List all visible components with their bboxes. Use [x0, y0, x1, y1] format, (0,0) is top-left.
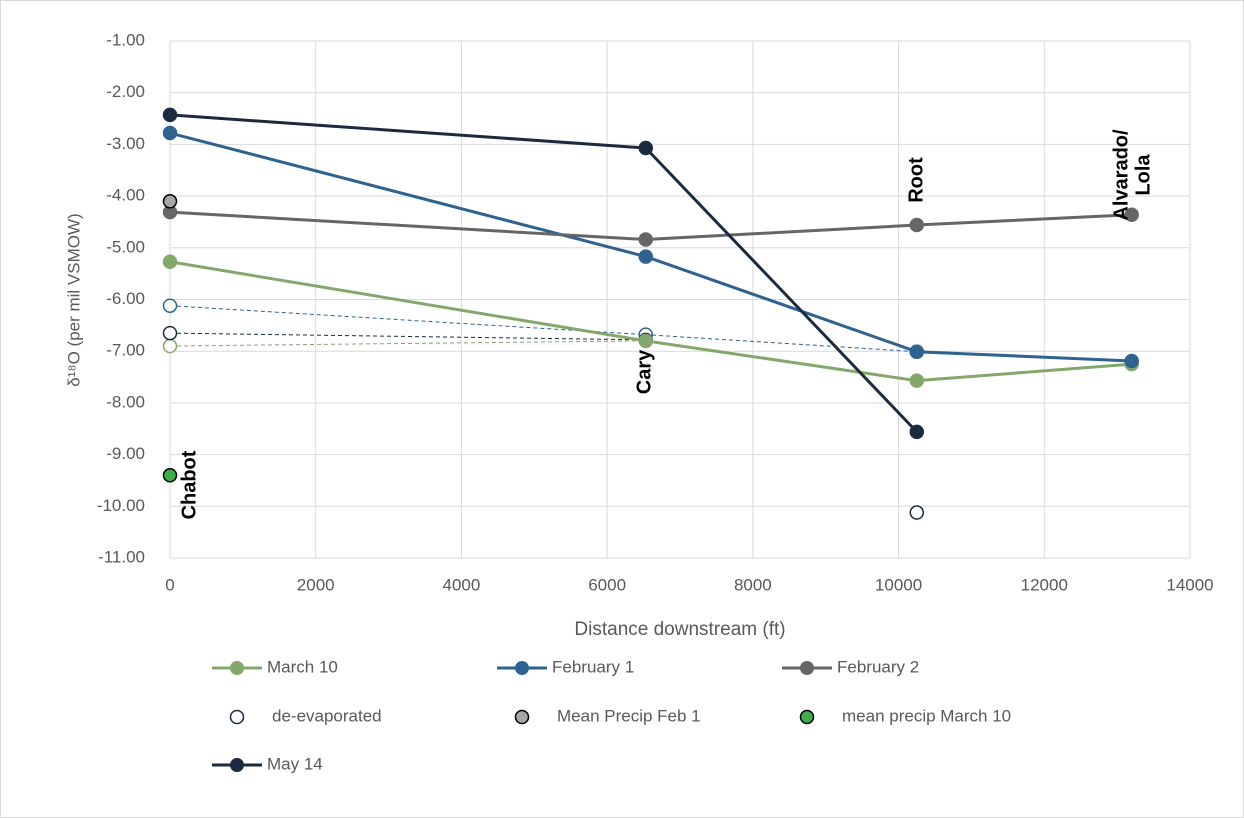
y-tick-label: -7.00: [106, 341, 145, 360]
series-marker: [638, 232, 654, 247]
x-tick-label: 4000: [443, 575, 481, 594]
legend-label: February 1: [552, 657, 634, 676]
y-tick-label: -4.00: [106, 186, 145, 205]
annotation: Alvarado/: [1110, 129, 1132, 221]
series-line: [169, 260, 1132, 383]
series-marker: [1124, 207, 1139, 222]
annotation: Lola: [1132, 154, 1154, 196]
legend-marker: [229, 709, 245, 725]
open-marker: [162, 338, 178, 354]
y-tick-label: -10.00: [97, 496, 145, 515]
x-tick-label: 8000: [734, 575, 772, 594]
series-line: [169, 210, 1132, 242]
x-tick-label: 14000: [1166, 575, 1213, 594]
x-axis-label: Distance downstream (ft): [574, 619, 785, 640]
series-line: [169, 332, 646, 341]
annotation: Chabot: [178, 450, 200, 519]
y-tick-label: -2.00: [106, 82, 145, 101]
x-tick-label: 12000: [1021, 575, 1068, 594]
x-tick-label: 10000: [875, 575, 922, 594]
open-marker: [909, 505, 925, 520]
legend-marker: [799, 709, 815, 725]
series-marker: [909, 424, 925, 440]
series-marker: [909, 217, 925, 233]
legend-marker: [230, 758, 244, 772]
series-marker: [162, 107, 178, 123]
y-tick-label: -11.00: [98, 547, 145, 566]
y-tick-label: -5.00: [106, 237, 145, 256]
y-tick-label: -9.00: [106, 444, 145, 463]
legend-label: mean precip March 10: [842, 706, 1011, 725]
legend-marker: [230, 661, 244, 675]
series-marker: [638, 140, 654, 156]
series-marker: [638, 333, 654, 349]
y-axis-label: δ¹⁸O (per mil VSMOW): [64, 213, 83, 386]
precip-marker: [162, 194, 178, 209]
series-marker: [909, 344, 925, 359]
series-line: [169, 131, 1132, 363]
y-tick-label: -3.00: [106, 134, 145, 153]
legend-marker: [515, 661, 529, 675]
y-tick-label: -1.00: [106, 30, 145, 49]
series-marker: [1124, 353, 1139, 369]
plot: [162, 107, 1139, 520]
open-marker: [162, 325, 178, 341]
precip-marker: [162, 468, 178, 483]
series-marker: [638, 249, 654, 264]
x-tick-label: 0: [165, 575, 174, 594]
series-marker: [909, 373, 925, 388]
legend-label: May 14: [267, 754, 323, 773]
y-tick-label: -6.00: [106, 289, 145, 308]
legend-label: de-evaporated: [272, 706, 382, 725]
series-line: [169, 340, 646, 347]
legend-label: February 2: [837, 657, 919, 676]
series-marker: [162, 254, 178, 270]
annotation: Cary: [633, 349, 655, 394]
open-marker: [162, 298, 178, 313]
x-tick-label: 6000: [588, 575, 626, 594]
legend-marker: [800, 661, 814, 675]
legend-marker: [514, 709, 530, 725]
legend-label: March 10: [267, 657, 338, 676]
x-tick-label: 2000: [297, 575, 335, 594]
series-marker: [162, 125, 178, 141]
legend-label: Mean Precip Feb 1: [557, 706, 701, 725]
y-tick-label: -8.00: [106, 392, 145, 411]
annotation: Root: [905, 157, 927, 203]
